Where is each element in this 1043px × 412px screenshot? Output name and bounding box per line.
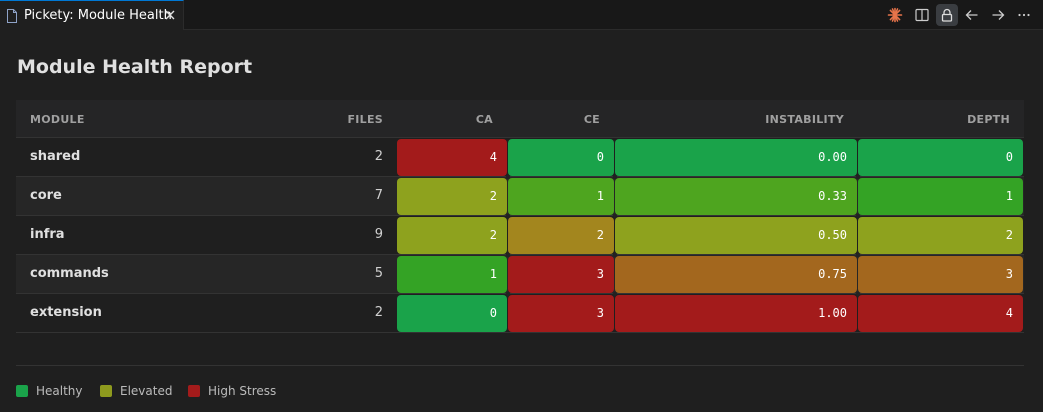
page-title: Module Health Report — [17, 56, 253, 78]
instability-cell: 0.33 — [615, 178, 857, 215]
depth-cell: 3 — [858, 256, 1023, 293]
cell-junction-dot — [506, 253, 510, 257]
ce-cell: 2 — [508, 217, 614, 254]
file-icon — [7, 9, 17, 23]
column-header-ca: CA — [475, 113, 493, 126]
cell-junction-dot — [613, 214, 617, 218]
files-count: 5 — [374, 266, 383, 281]
module-name: shared — [30, 149, 81, 164]
table-row[interactable]: core 7 2 1 0.33 1 — [16, 175, 1024, 216]
files-count: 2 — [374, 305, 383, 320]
table-row[interactable]: shared 2 4 0 0.00 0 — [16, 138, 1024, 177]
cell-junction-dot — [506, 292, 510, 296]
legend-swatch — [100, 385, 112, 397]
instability-cell: 0.00 — [615, 139, 857, 176]
ce-cell: 3 — [508, 256, 614, 293]
cell-junction-dot — [613, 253, 617, 257]
module-name: extension — [30, 305, 102, 320]
cell-junction-dot — [506, 175, 510, 179]
legend-label: High Stress — [208, 384, 277, 398]
files-count: 7 — [374, 188, 383, 203]
instability-cell: 1.00 — [615, 295, 857, 332]
column-header-module: MODULE — [30, 113, 85, 126]
ca-cell: 2 — [397, 178, 507, 215]
table-row[interactable]: infra 9 2 2 0.50 2 — [16, 214, 1024, 255]
lock-icon[interactable] — [936, 4, 958, 26]
ca-cell: 0 — [397, 295, 507, 332]
instability-cell: 0.50 — [615, 217, 857, 254]
ce-cell: 3 — [508, 295, 614, 332]
legend-swatch — [188, 385, 200, 397]
table-header: MODULE FILES CA CE INSTABILITY DEPTH — [16, 100, 1024, 138]
sparkle-icon[interactable] — [884, 4, 906, 26]
depth-cell: 4 — [858, 295, 1023, 332]
ca-cell: 4 — [397, 139, 507, 176]
cell-junction-dot — [856, 214, 860, 218]
ca-cell: 1 — [397, 256, 507, 293]
cell-junction-dot — [856, 292, 860, 296]
ce-cell: 1 — [508, 178, 614, 215]
column-header-files: FILES — [347, 113, 383, 126]
ca-cell: 2 — [397, 217, 507, 254]
tab-title: Pickety: Module Health — [24, 8, 172, 23]
depth-cell: 1 — [858, 178, 1023, 215]
files-count: 2 — [374, 149, 383, 164]
editor-actions — [884, 4, 1036, 26]
module-name: commands — [30, 266, 109, 281]
legend-label: Healthy — [36, 384, 83, 398]
column-header-depth: DEPTH — [967, 113, 1010, 126]
arrow-left-icon[interactable] — [961, 4, 983, 26]
table-row[interactable]: extension 2 0 3 1.00 4 — [16, 292, 1024, 333]
table-row[interactable]: commands 5 1 3 0.75 3 — [16, 253, 1024, 294]
legend-label: Elevated — [120, 384, 173, 398]
cell-junction-dot — [856, 175, 860, 179]
split-editor-icon[interactable] — [911, 4, 933, 26]
depth-cell: 2 — [858, 217, 1023, 254]
cell-junction-dot — [613, 175, 617, 179]
cell-junction-dot — [506, 214, 510, 218]
legend-swatch — [16, 385, 28, 397]
ce-cell: 0 — [508, 139, 614, 176]
cell-junction-dot — [613, 292, 617, 296]
module-name: core — [30, 188, 62, 203]
depth-cell: 0 — [858, 139, 1023, 176]
tab-module-health[interactable]: Pickety: Module Health — [0, 0, 184, 30]
cell-junction-dot — [856, 253, 860, 257]
files-count: 9 — [374, 227, 383, 242]
column-header-ce: CE — [583, 113, 600, 126]
instability-cell: 0.75 — [615, 256, 857, 293]
legend-divider — [16, 365, 1024, 366]
close-icon[interactable] — [163, 8, 177, 22]
editor-tab-bar: Pickety: Module Health — [0, 0, 1043, 30]
more-icon[interactable] — [1013, 4, 1035, 26]
arrow-right-icon[interactable] — [987, 4, 1009, 26]
module-name: infra — [30, 227, 65, 242]
column-header-instability: INSTABILITY — [765, 113, 844, 126]
